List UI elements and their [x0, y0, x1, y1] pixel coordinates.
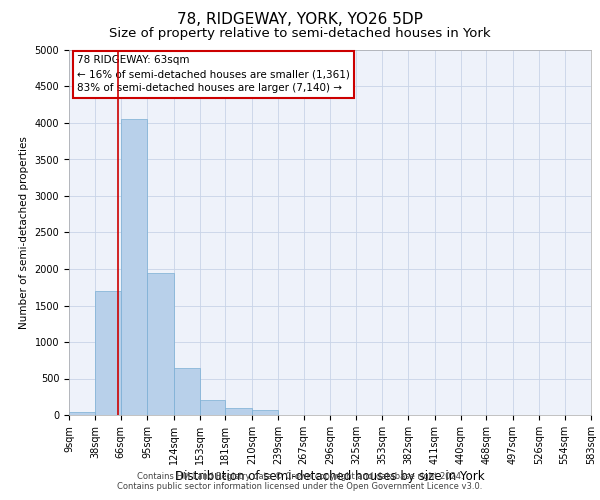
Text: Contains HM Land Registry data © Crown copyright and database right 2024.: Contains HM Land Registry data © Crown c…: [137, 472, 463, 481]
Bar: [121, 120, 147, 415]
Text: Size of property relative to semi-detached houses in York: Size of property relative to semi-detach…: [109, 28, 491, 40]
Y-axis label: Number of semi-detached properties: Number of semi-detached properties: [19, 136, 29, 329]
Bar: [252, 410, 278, 415]
X-axis label: Distribution of semi-detached houses by size in York: Distribution of semi-detached houses by …: [175, 470, 485, 482]
Bar: [95, 291, 121, 415]
Text: 78, RIDGEWAY, YORK, YO26 5DP: 78, RIDGEWAY, YORK, YO26 5DP: [177, 12, 423, 28]
Text: 78 RIDGEWAY: 63sqm
← 16% of semi-detached houses are smaller (1,361)
83% of semi: 78 RIDGEWAY: 63sqm ← 16% of semi-detache…: [77, 56, 350, 94]
Bar: [200, 400, 226, 415]
Bar: [69, 412, 95, 415]
Bar: [173, 368, 200, 415]
Text: Contains public sector information licensed under the Open Government Licence v3: Contains public sector information licen…: [118, 482, 482, 491]
Bar: [226, 408, 252, 415]
Bar: [147, 272, 173, 415]
